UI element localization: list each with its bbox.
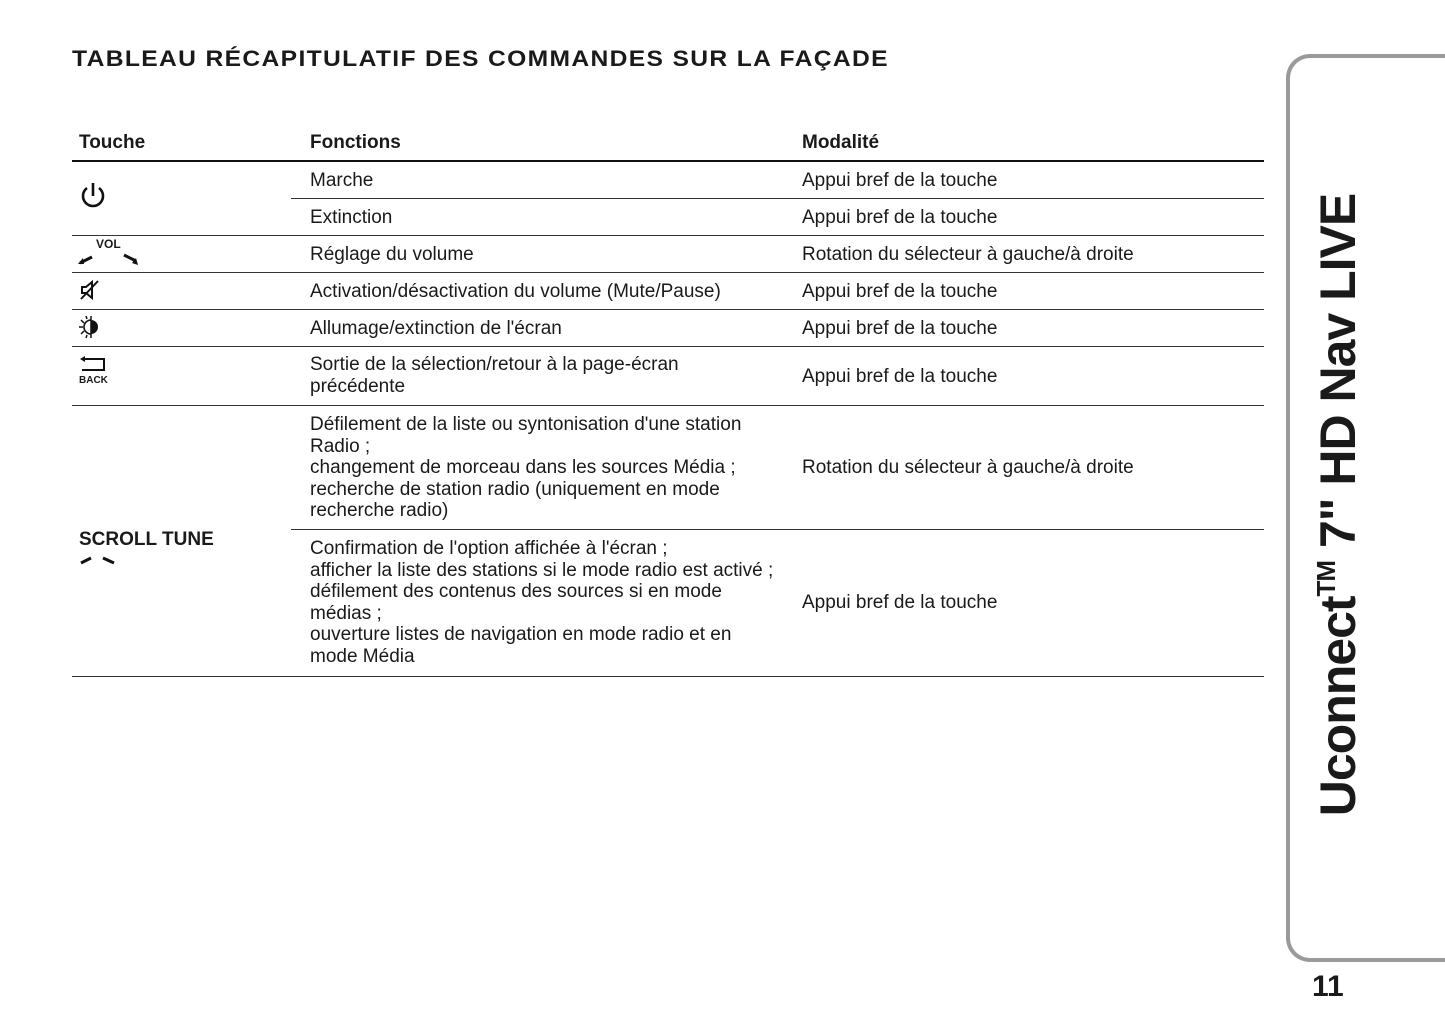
back-label: BACK — [79, 375, 108, 386]
volume-knob-icon: VOL — [78, 237, 142, 267]
chapter-title-brand: Uconnect — [1310, 596, 1366, 817]
row-divider — [72, 309, 1264, 310]
mode-cell: Appui bref de la touche — [802, 318, 998, 339]
mode-cell: Appui bref de la touche — [802, 281, 998, 302]
vol-label: VOL — [96, 237, 121, 251]
scroll-tune-key: SCROLL TUNE — [79, 529, 214, 565]
row-divider — [72, 405, 1264, 406]
mode-cell: Appui bref de la touche — [802, 592, 998, 613]
header-modalite: Modalité — [802, 132, 880, 153]
header-divider — [72, 160, 1264, 162]
table-bottom-border — [72, 676, 1264, 677]
trademark: TM — [1311, 560, 1341, 597]
mode-cell: Appui bref de la touche — [802, 207, 998, 228]
row-divider — [72, 272, 1264, 273]
function-cell: Activation/désactivation du volume (Mute… — [310, 281, 721, 302]
row-divider — [72, 235, 1264, 236]
page-title: TABLEAU RÉCAPITULATIF DES COMMANDES SUR … — [72, 46, 889, 71]
mode-cell: Appui bref de la touche — [802, 170, 998, 191]
function-cell: Confirmation de l'option affichée à l'éc… — [310, 538, 774, 667]
page-number: 11 — [1312, 970, 1344, 1003]
header-touche: Touche — [79, 132, 146, 153]
function-cell: Marche — [310, 170, 374, 191]
mode-cell: Rotation du sélecteur à gauche/à droite — [802, 244, 1134, 265]
function-cell: Allumage/extinction de l'écran — [310, 318, 562, 339]
mute-icon — [80, 279, 99, 301]
function-cell: Extinction — [310, 207, 393, 228]
scroll-tune-label: SCROLL TUNE — [79, 529, 214, 550]
chapter-title-model: 7" HD Nav LIVE — [1310, 193, 1366, 561]
screen-brightness-icon — [79, 315, 98, 339]
row-divider — [72, 346, 1264, 347]
row-divider — [291, 529, 1264, 530]
chapter-tab — [1286, 54, 1445, 962]
function-cell: Réglage du volume — [310, 244, 474, 265]
chapter-title: UconnectTM 7" HD Nav LIVE — [1309, 194, 1367, 817]
power-icon — [81, 183, 105, 208]
back-icon: BACK — [79, 356, 113, 390]
mode-cell: Appui bref de la touche — [802, 366, 998, 387]
scroll-knob-icon — [80, 556, 115, 565]
mode-cell: Rotation du sélecteur à gauche/à droite — [802, 457, 1134, 478]
row-divider — [291, 198, 1264, 199]
function-cell: Défilement de la liste ou syntonisation … — [310, 414, 742, 521]
function-cell: Sortie de la sélection/retour à la page-… — [310, 354, 679, 397]
header-fonctions: Fonctions — [310, 132, 401, 153]
